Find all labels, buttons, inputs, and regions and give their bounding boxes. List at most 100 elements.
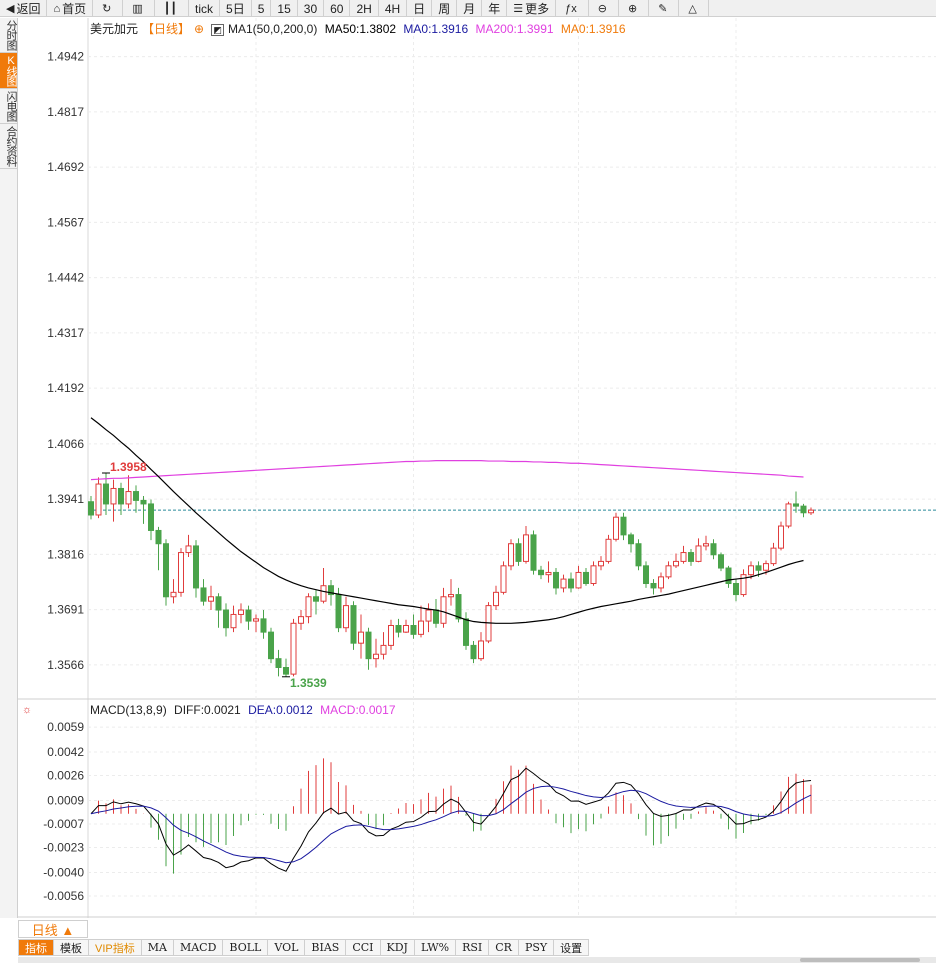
candle-body	[283, 666, 289, 675]
kline-chart[interactable]: 1.4942 1.4817 1.4692 1.4567 1.4442 1.4317 1.41…	[18, 18, 936, 918]
candle-body	[613, 516, 619, 540]
indicator-tab-0[interactable]: 指标	[18, 939, 54, 956]
indicator-tab-6[interactable]: VOL	[268, 939, 306, 956]
toolbar-item-日[interactable]: 日	[407, 0, 433, 16]
target-icon[interactable]: ⊕	[194, 22, 205, 36]
toolbar-item-zoom-out-icon[interactable]: ⊖	[589, 0, 619, 16]
horizontal-scrollbar[interactable]	[18, 957, 936, 963]
diff-line	[90, 767, 812, 872]
dea-line	[90, 785, 812, 864]
indicator-tab-12[interactable]: CR	[489, 939, 519, 956]
toolbar-item-30[interactable]: 30	[298, 0, 325, 16]
toolbar-item-back-arrow-icon[interactable]: ◀ 返回	[0, 0, 48, 16]
toolbar-item-candlestick-icon[interactable]: ┃┃	[155, 0, 190, 16]
home-icon: ⌂	[53, 2, 61, 15]
indicator-tab-8[interactable]: CCI	[346, 939, 381, 956]
candle-body	[268, 631, 274, 660]
macd-name-label: MACD(13,8,9)	[90, 703, 167, 717]
indicator-tab-5[interactable]: BOLL	[223, 939, 269, 956]
toolbar-label: 更多	[525, 2, 550, 16]
ma-settings-icon[interactable]: ◩	[211, 24, 224, 36]
sidebar-item-2[interactable]: 闪电图	[0, 89, 17, 124]
candle-body	[448, 594, 454, 598]
toolbar-item-refresh-icon[interactable]: ↻	[93, 0, 124, 16]
toolbar-item-triangle-icon[interactable]: △	[679, 0, 709, 16]
macd-value-label: MACD:0.0017	[320, 703, 396, 717]
toolbar-label: 周	[438, 2, 451, 16]
indicator-tab-7[interactable]: BIAS	[305, 939, 347, 956]
candle-body	[620, 516, 627, 536]
candle-body	[320, 585, 327, 602]
indicator-tab-13[interactable]: PSY	[518, 939, 555, 956]
toolbar-item-bar-chart-icon[interactable]: ▥	[123, 0, 155, 16]
price-tick-label: 1.4942	[47, 50, 84, 64]
candle-body	[665, 565, 672, 578]
toolbar-item-tick[interactable]: tick	[189, 0, 221, 16]
candle-body	[688, 552, 694, 562]
sidebar-item-1[interactable]: K线图	[0, 53, 17, 89]
macd-tick-label: -0.0056	[43, 889, 84, 903]
toolbar-label: tick	[195, 1, 214, 16]
toolbar-item-月[interactable]: 月	[457, 0, 483, 16]
candle-body	[478, 640, 484, 660]
macd-tick-label: 0.0042	[47, 745, 84, 759]
indicator-tab-4[interactable]: MACD	[173, 939, 224, 956]
sidebar-item-0[interactable]: 分时图	[0, 18, 17, 53]
candle-body	[463, 618, 469, 646]
toolbar-item-5[interactable]: 5	[252, 0, 272, 16]
candle-body	[718, 554, 724, 569]
indicator-tab-2[interactable]: VIP指标	[89, 939, 142, 956]
ma200-line	[90, 460, 804, 481]
toolbar-label: 2H	[356, 1, 372, 16]
toolbar-item-60[interactable]: 60	[324, 0, 351, 16]
sidebar-item-3[interactable]: 合约资料	[0, 124, 17, 169]
indicator-tab-1[interactable]: 模板	[54, 939, 89, 956]
indicator-tab-10[interactable]: LW%	[414, 939, 457, 956]
period-tab[interactable]: 日线 ▲	[18, 920, 88, 938]
toolbar-item-周[interactable]: 周	[432, 0, 458, 16]
bar-chart-icon: ▥	[132, 3, 143, 15]
toolbar-item-menu-icon[interactable]: ☰ 更多	[507, 0, 557, 16]
candle-body	[260, 618, 267, 633]
candle-body	[635, 543, 642, 567]
candle-body	[695, 545, 702, 562]
candle-body	[725, 567, 732, 585]
toolbar-item-2H[interactable]: 2H	[350, 0, 379, 16]
ma50-label: MA50:1.3802	[324, 22, 397, 36]
candle-body	[290, 622, 297, 675]
candle-body	[410, 625, 417, 635]
candle-body	[628, 534, 634, 545]
indicator-tab-11[interactable]: RSI	[456, 939, 490, 956]
indicator-tab-3[interactable]: MA	[141, 939, 174, 956]
zoom-in-icon: ⊕	[627, 3, 638, 15]
candle-body	[230, 613, 237, 629]
macd-settings-icon[interactable]: ☼	[22, 704, 32, 716]
toolbar-item-年[interactable]: 年	[482, 0, 508, 16]
candle-body	[470, 644, 477, 660]
ma0a-label: MA0:1.3916	[403, 22, 469, 36]
candle-body	[223, 609, 229, 629]
toolbar-item-5日[interactable]: 5日	[220, 0, 252, 16]
candle-body	[305, 596, 312, 618]
indicator-tab-9[interactable]: KDJ	[380, 939, 415, 956]
toolbar-label: 5	[257, 1, 265, 16]
scrollbar-thumb[interactable]	[800, 958, 920, 962]
toolbar-item-pen-icon[interactable]: ✎	[649, 0, 680, 16]
candle-body	[650, 583, 657, 589]
macd-tick-label: -0.0023	[43, 841, 84, 855]
period-label[interactable]: 【日线】	[142, 22, 191, 36]
toolbar-item-4H[interactable]: 4H	[379, 0, 408, 16]
toolbar-item-function-icon[interactable]: ƒx	[556, 0, 589, 16]
candle-body	[403, 625, 409, 633]
toolbar: ◀ 返回 ⌂ 首页 ↻ ▥ ┃┃ tick 5日 5 15 30 60 2H 4H 日周月年 ☰ 更多 ƒx ⊖ ⊕ ✎ △	[0, 0, 936, 17]
indicator-tab-14[interactable]: 设置	[554, 939, 590, 956]
candle-body	[313, 596, 319, 602]
candle-body	[185, 545, 192, 554]
price-tick-label: 1.4692	[47, 160, 84, 174]
candle-body	[163, 543, 169, 598]
toolbar-item-zoom-in-icon[interactable]: ⊕	[619, 0, 650, 16]
toolbar-item-home-icon[interactable]: ⌂ 首页	[47, 0, 94, 16]
toolbar-item-15[interactable]: 15	[271, 0, 298, 16]
candle-body	[493, 591, 499, 607]
price-tick-label: 1.4567	[47, 215, 84, 229]
